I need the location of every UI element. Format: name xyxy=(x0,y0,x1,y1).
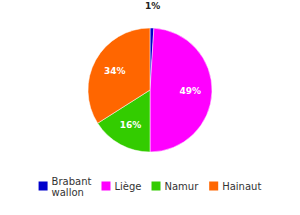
legend-swatch xyxy=(209,182,218,191)
pie-slice xyxy=(150,28,212,152)
data-labels: 1% 49% 16% 34% xyxy=(104,1,201,130)
legend-label: Liège xyxy=(114,181,141,192)
data-label: 34% xyxy=(104,66,126,76)
legend-item: Liège xyxy=(101,181,141,192)
data-label: 49% xyxy=(180,86,202,96)
legend-label: Brabantwallon xyxy=(52,175,92,197)
legend-label: Hainaut xyxy=(222,181,261,192)
legend-swatch xyxy=(152,182,161,191)
data-label: 16% xyxy=(120,120,142,130)
legend-item: Brabantwallon xyxy=(39,175,92,197)
data-label: 1% xyxy=(145,1,160,11)
legend-label: Namur xyxy=(165,181,200,192)
legend-swatch xyxy=(39,182,48,191)
chart: 1% 49% 16% 34% Brabantwallon Liège Namur Hainau… xyxy=(0,0,300,215)
legend-item: Namur xyxy=(152,181,200,192)
legend-swatch xyxy=(101,182,110,191)
slices xyxy=(88,28,212,152)
legend: Brabantwallon Liège Namur Hainaut xyxy=(39,175,262,197)
pie-slice xyxy=(88,28,150,123)
page: {"chart_data": {"type": "pie", "categori… xyxy=(0,0,300,215)
legend-item: Hainaut xyxy=(209,181,261,192)
